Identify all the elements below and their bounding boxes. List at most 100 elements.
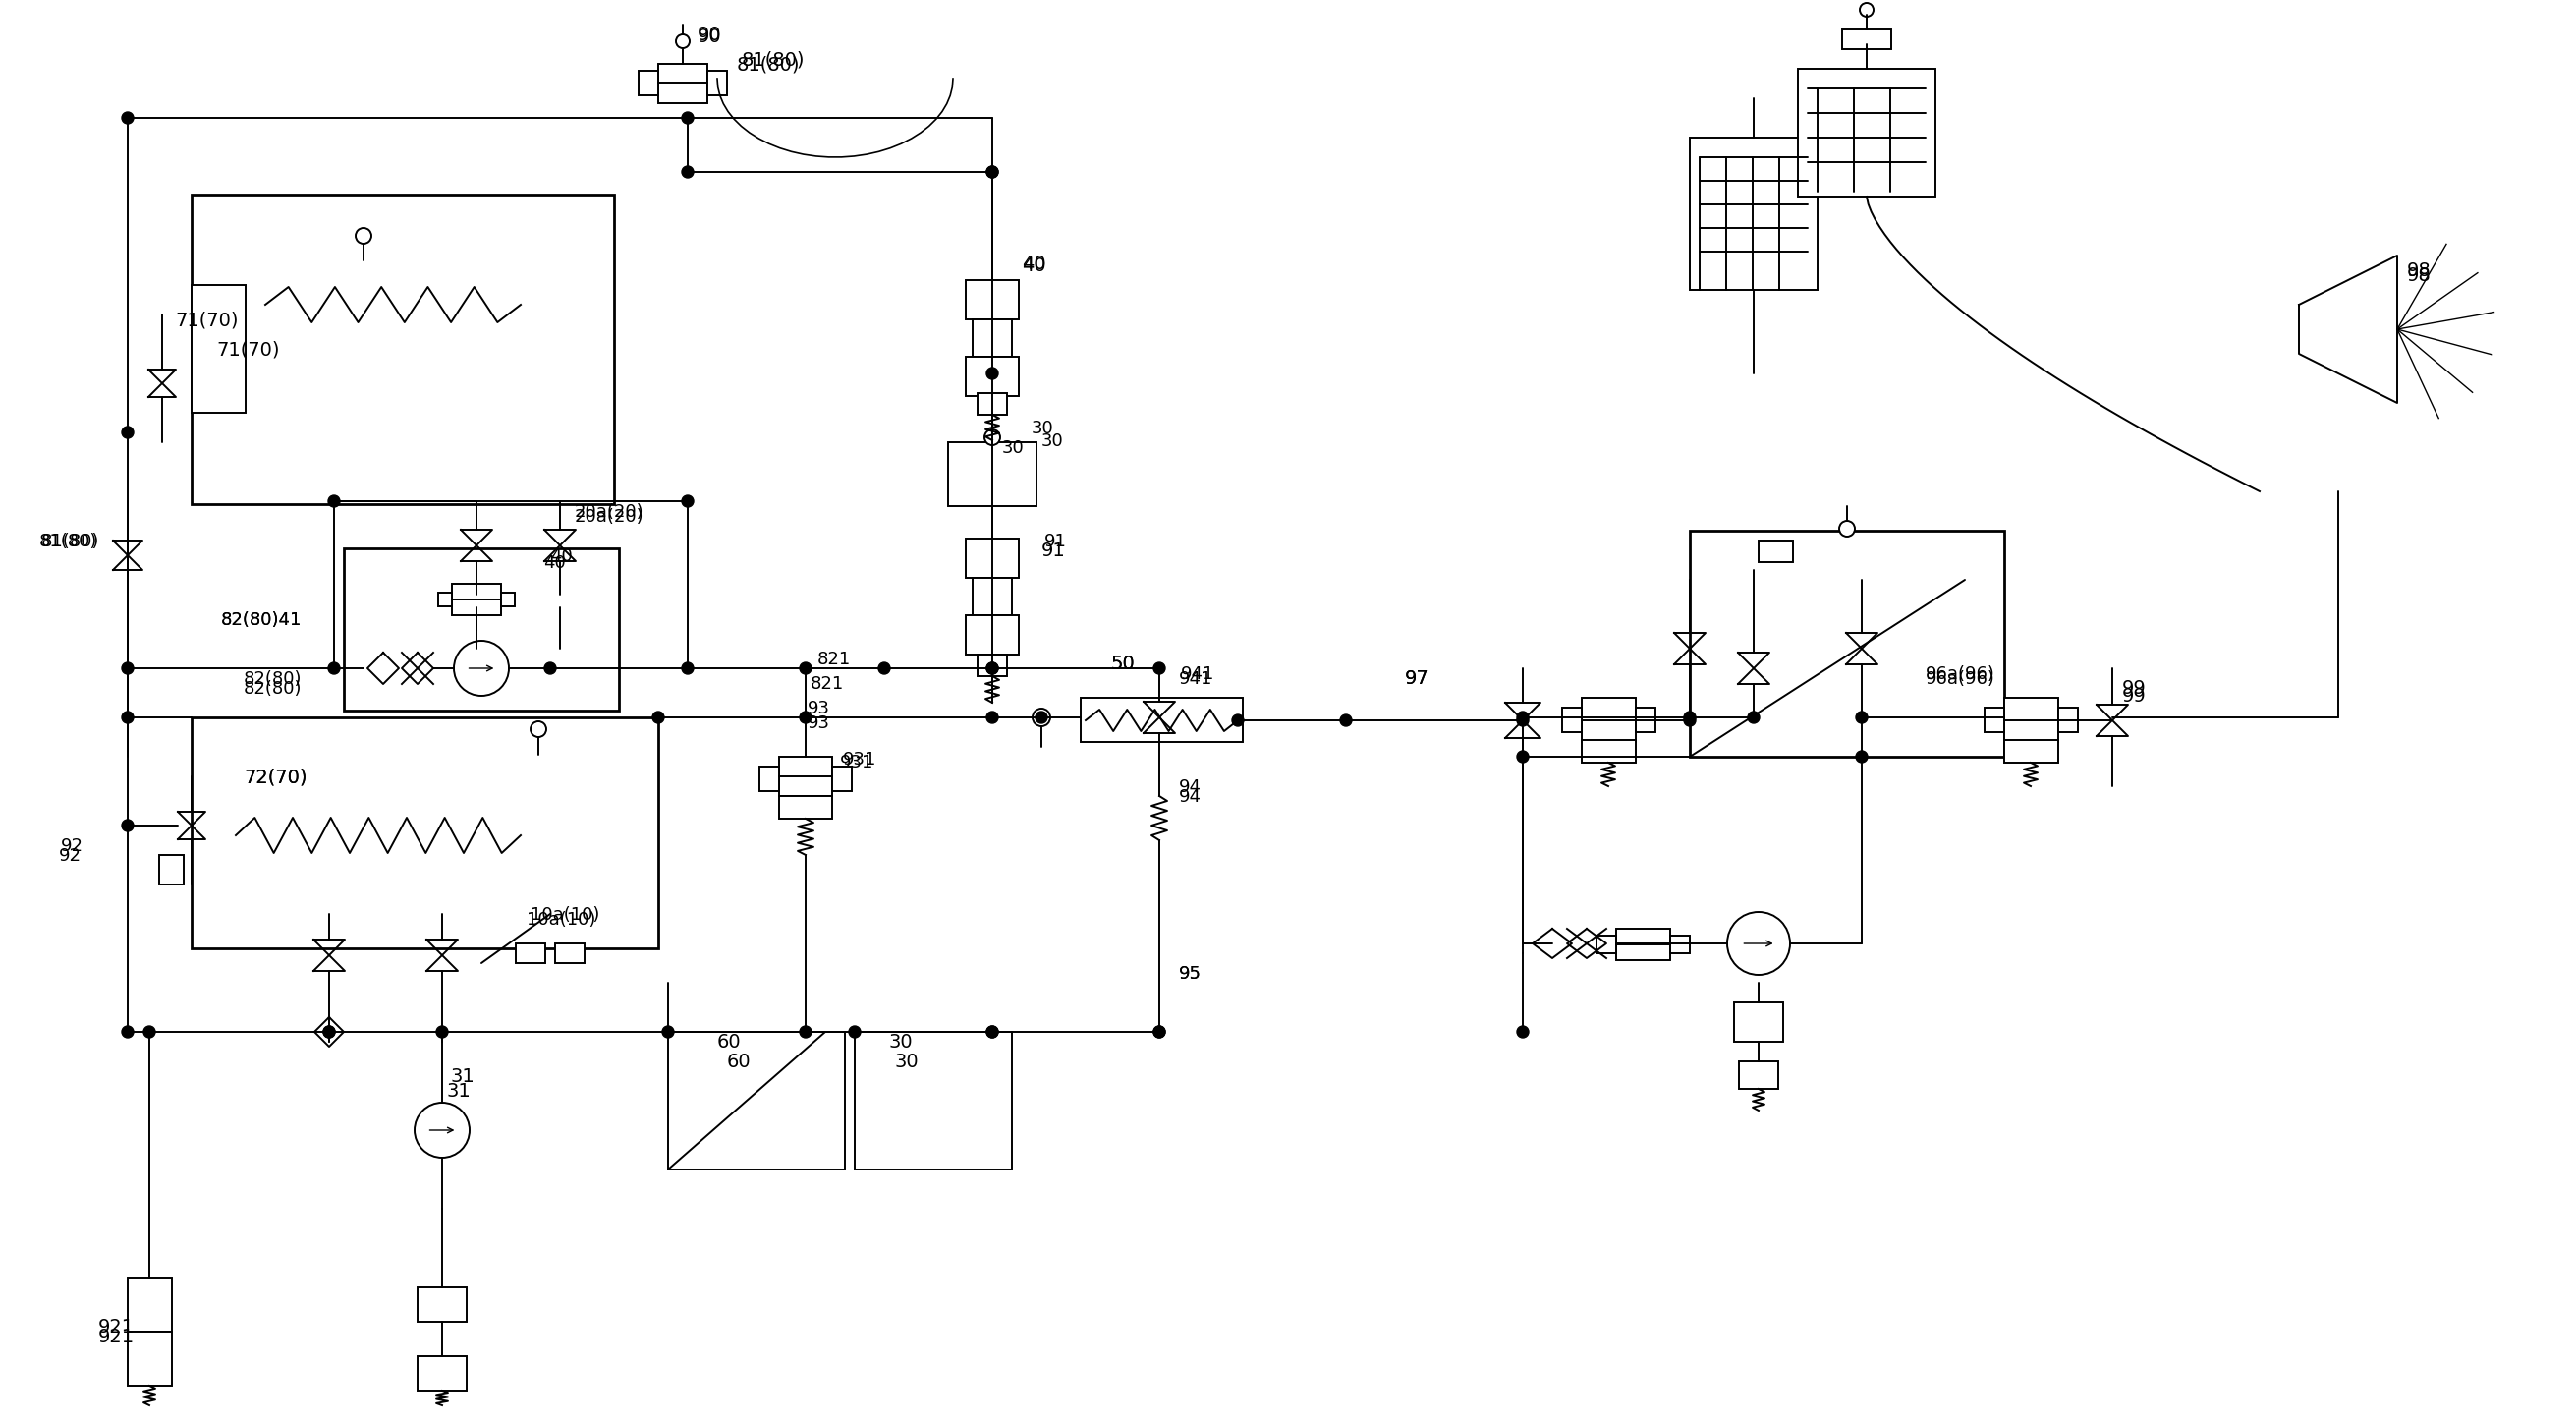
- Circle shape: [850, 1026, 860, 1037]
- Bar: [1734, 1002, 1783, 1042]
- Text: 60: 60: [726, 1053, 752, 1072]
- Circle shape: [1517, 751, 1528, 762]
- Bar: [667, 1032, 845, 1170]
- Bar: [976, 393, 1007, 415]
- Bar: [1798, 68, 1935, 197]
- Circle shape: [1231, 714, 1244, 727]
- Text: 93: 93: [809, 714, 829, 732]
- Bar: [191, 195, 613, 504]
- Circle shape: [987, 663, 997, 674]
- Circle shape: [1154, 663, 1164, 674]
- Bar: [855, 1032, 1012, 1170]
- Circle shape: [355, 228, 371, 244]
- Circle shape: [1036, 711, 1048, 724]
- Bar: [129, 1278, 173, 1331]
- Circle shape: [1154, 1026, 1164, 1037]
- Circle shape: [987, 1026, 997, 1037]
- Circle shape: [1855, 751, 1868, 762]
- Circle shape: [683, 496, 693, 507]
- Circle shape: [327, 496, 340, 507]
- Bar: [2058, 708, 2079, 732]
- Text: 31: 31: [451, 1067, 474, 1086]
- Text: 50: 50: [1110, 654, 1133, 673]
- Text: 60: 60: [716, 1033, 742, 1052]
- Text: 31: 31: [448, 1082, 471, 1100]
- Text: 40: 40: [551, 547, 572, 566]
- Bar: [438, 593, 451, 607]
- Bar: [966, 539, 1018, 579]
- Text: 30: 30: [894, 1053, 917, 1072]
- Text: 96a(96): 96a(96): [1927, 665, 1996, 683]
- Bar: [343, 549, 618, 711]
- Circle shape: [1855, 711, 1868, 724]
- Text: 10a(10): 10a(10): [526, 911, 595, 929]
- Bar: [1615, 929, 1669, 960]
- Text: 40: 40: [544, 554, 567, 571]
- Text: 96a(96): 96a(96): [1927, 670, 1996, 688]
- Bar: [659, 64, 708, 103]
- Circle shape: [1033, 708, 1051, 727]
- Text: 30: 30: [1041, 432, 1064, 450]
- Text: 97: 97: [1404, 670, 1430, 688]
- Circle shape: [799, 1026, 811, 1037]
- Bar: [639, 71, 659, 95]
- Circle shape: [322, 1026, 335, 1037]
- Text: 82(80): 82(80): [245, 670, 301, 688]
- Bar: [1759, 540, 1793, 561]
- Text: 40: 40: [1023, 256, 1046, 275]
- Text: 821: 821: [817, 651, 850, 668]
- Bar: [502, 593, 515, 607]
- Bar: [541, 590, 574, 607]
- Circle shape: [987, 711, 997, 724]
- Bar: [778, 797, 832, 818]
- Bar: [976, 654, 1007, 675]
- Text: 81(80): 81(80): [737, 56, 801, 74]
- Circle shape: [121, 113, 134, 124]
- Text: 921: 921: [98, 1318, 134, 1337]
- Text: 30: 30: [1002, 439, 1025, 457]
- Circle shape: [984, 429, 999, 445]
- Bar: [2004, 698, 2058, 742]
- Circle shape: [683, 663, 693, 674]
- Bar: [1561, 708, 1582, 732]
- Bar: [966, 616, 1018, 654]
- Circle shape: [683, 167, 693, 178]
- Text: 81(80): 81(80): [39, 533, 98, 550]
- Bar: [554, 943, 585, 963]
- Circle shape: [531, 721, 546, 737]
- Circle shape: [987, 167, 997, 178]
- Circle shape: [652, 711, 665, 724]
- Text: 91: 91: [1041, 542, 1066, 560]
- Bar: [974, 579, 1012, 616]
- Circle shape: [799, 663, 811, 674]
- Bar: [778, 757, 832, 797]
- Circle shape: [1685, 711, 1695, 724]
- Circle shape: [322, 1026, 335, 1037]
- Text: 40: 40: [1023, 255, 1046, 274]
- Text: 921: 921: [98, 1328, 134, 1347]
- Bar: [832, 767, 853, 791]
- Circle shape: [327, 663, 340, 674]
- Text: 941: 941: [1180, 670, 1213, 688]
- Text: 92: 92: [59, 846, 82, 865]
- Circle shape: [453, 641, 510, 695]
- Text: 98: 98: [2406, 261, 2432, 281]
- Text: 95: 95: [1180, 965, 1200, 983]
- Circle shape: [415, 1103, 469, 1157]
- Bar: [129, 1331, 173, 1385]
- Bar: [1582, 740, 1636, 762]
- Bar: [417, 1287, 466, 1322]
- Text: 91: 91: [1043, 533, 1066, 550]
- Bar: [1984, 708, 2004, 732]
- Text: 50: 50: [1110, 654, 1133, 673]
- Bar: [1842, 30, 1891, 48]
- Text: 81(80): 81(80): [41, 533, 100, 550]
- Bar: [948, 442, 1036, 506]
- Bar: [2004, 740, 2058, 762]
- Bar: [451, 584, 502, 616]
- Circle shape: [121, 819, 134, 831]
- Bar: [708, 71, 726, 95]
- Bar: [456, 590, 492, 607]
- Text: 99: 99: [2123, 687, 2146, 705]
- Text: 94: 94: [1180, 778, 1200, 797]
